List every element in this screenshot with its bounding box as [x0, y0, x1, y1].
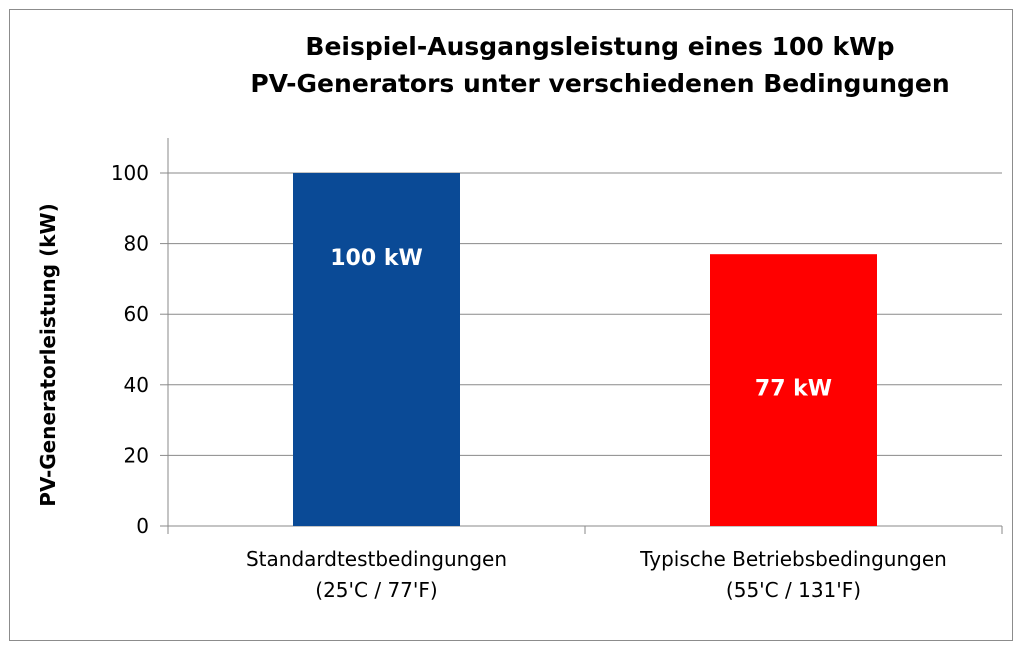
y-tick-label: 20 — [124, 443, 149, 467]
y-tick-label: 60 — [124, 302, 149, 326]
chart-title-line-2: PV-Generators unter verschiedenen Beding… — [250, 69, 950, 98]
y-tick-label: 40 — [124, 373, 149, 397]
data-label: 77 kW — [755, 377, 832, 402]
bar — [710, 254, 877, 526]
chart-title-line-1: Beispiel-Ausgangsleistung eines 100 kWp — [305, 32, 895, 61]
bars — [293, 173, 877, 526]
labels: 0 20 40 60 80 100 100 kW Standardtestbedingunge… — [111, 161, 947, 602]
bar — [293, 173, 460, 526]
y-tick-label: 100 — [111, 161, 149, 185]
x-category-label: (55'C / 131'F) — [726, 578, 861, 602]
x-category-label: (25'C / 77'F) — [315, 578, 437, 602]
chart-title: Beispiel-Ausgangsleistung eines 100 kWp … — [170, 28, 1024, 102]
data-label: 100 kW — [330, 246, 422, 271]
y-tick-label: 80 — [124, 232, 149, 256]
y-tick-label: 0 — [136, 514, 149, 538]
x-category-label: Standardtestbedingungen — [246, 547, 507, 571]
y-axis-title: PV-Generatorleistung (kW) — [36, 203, 60, 506]
x-category-label: Typische Betriebsbedingungen — [639, 547, 947, 571]
